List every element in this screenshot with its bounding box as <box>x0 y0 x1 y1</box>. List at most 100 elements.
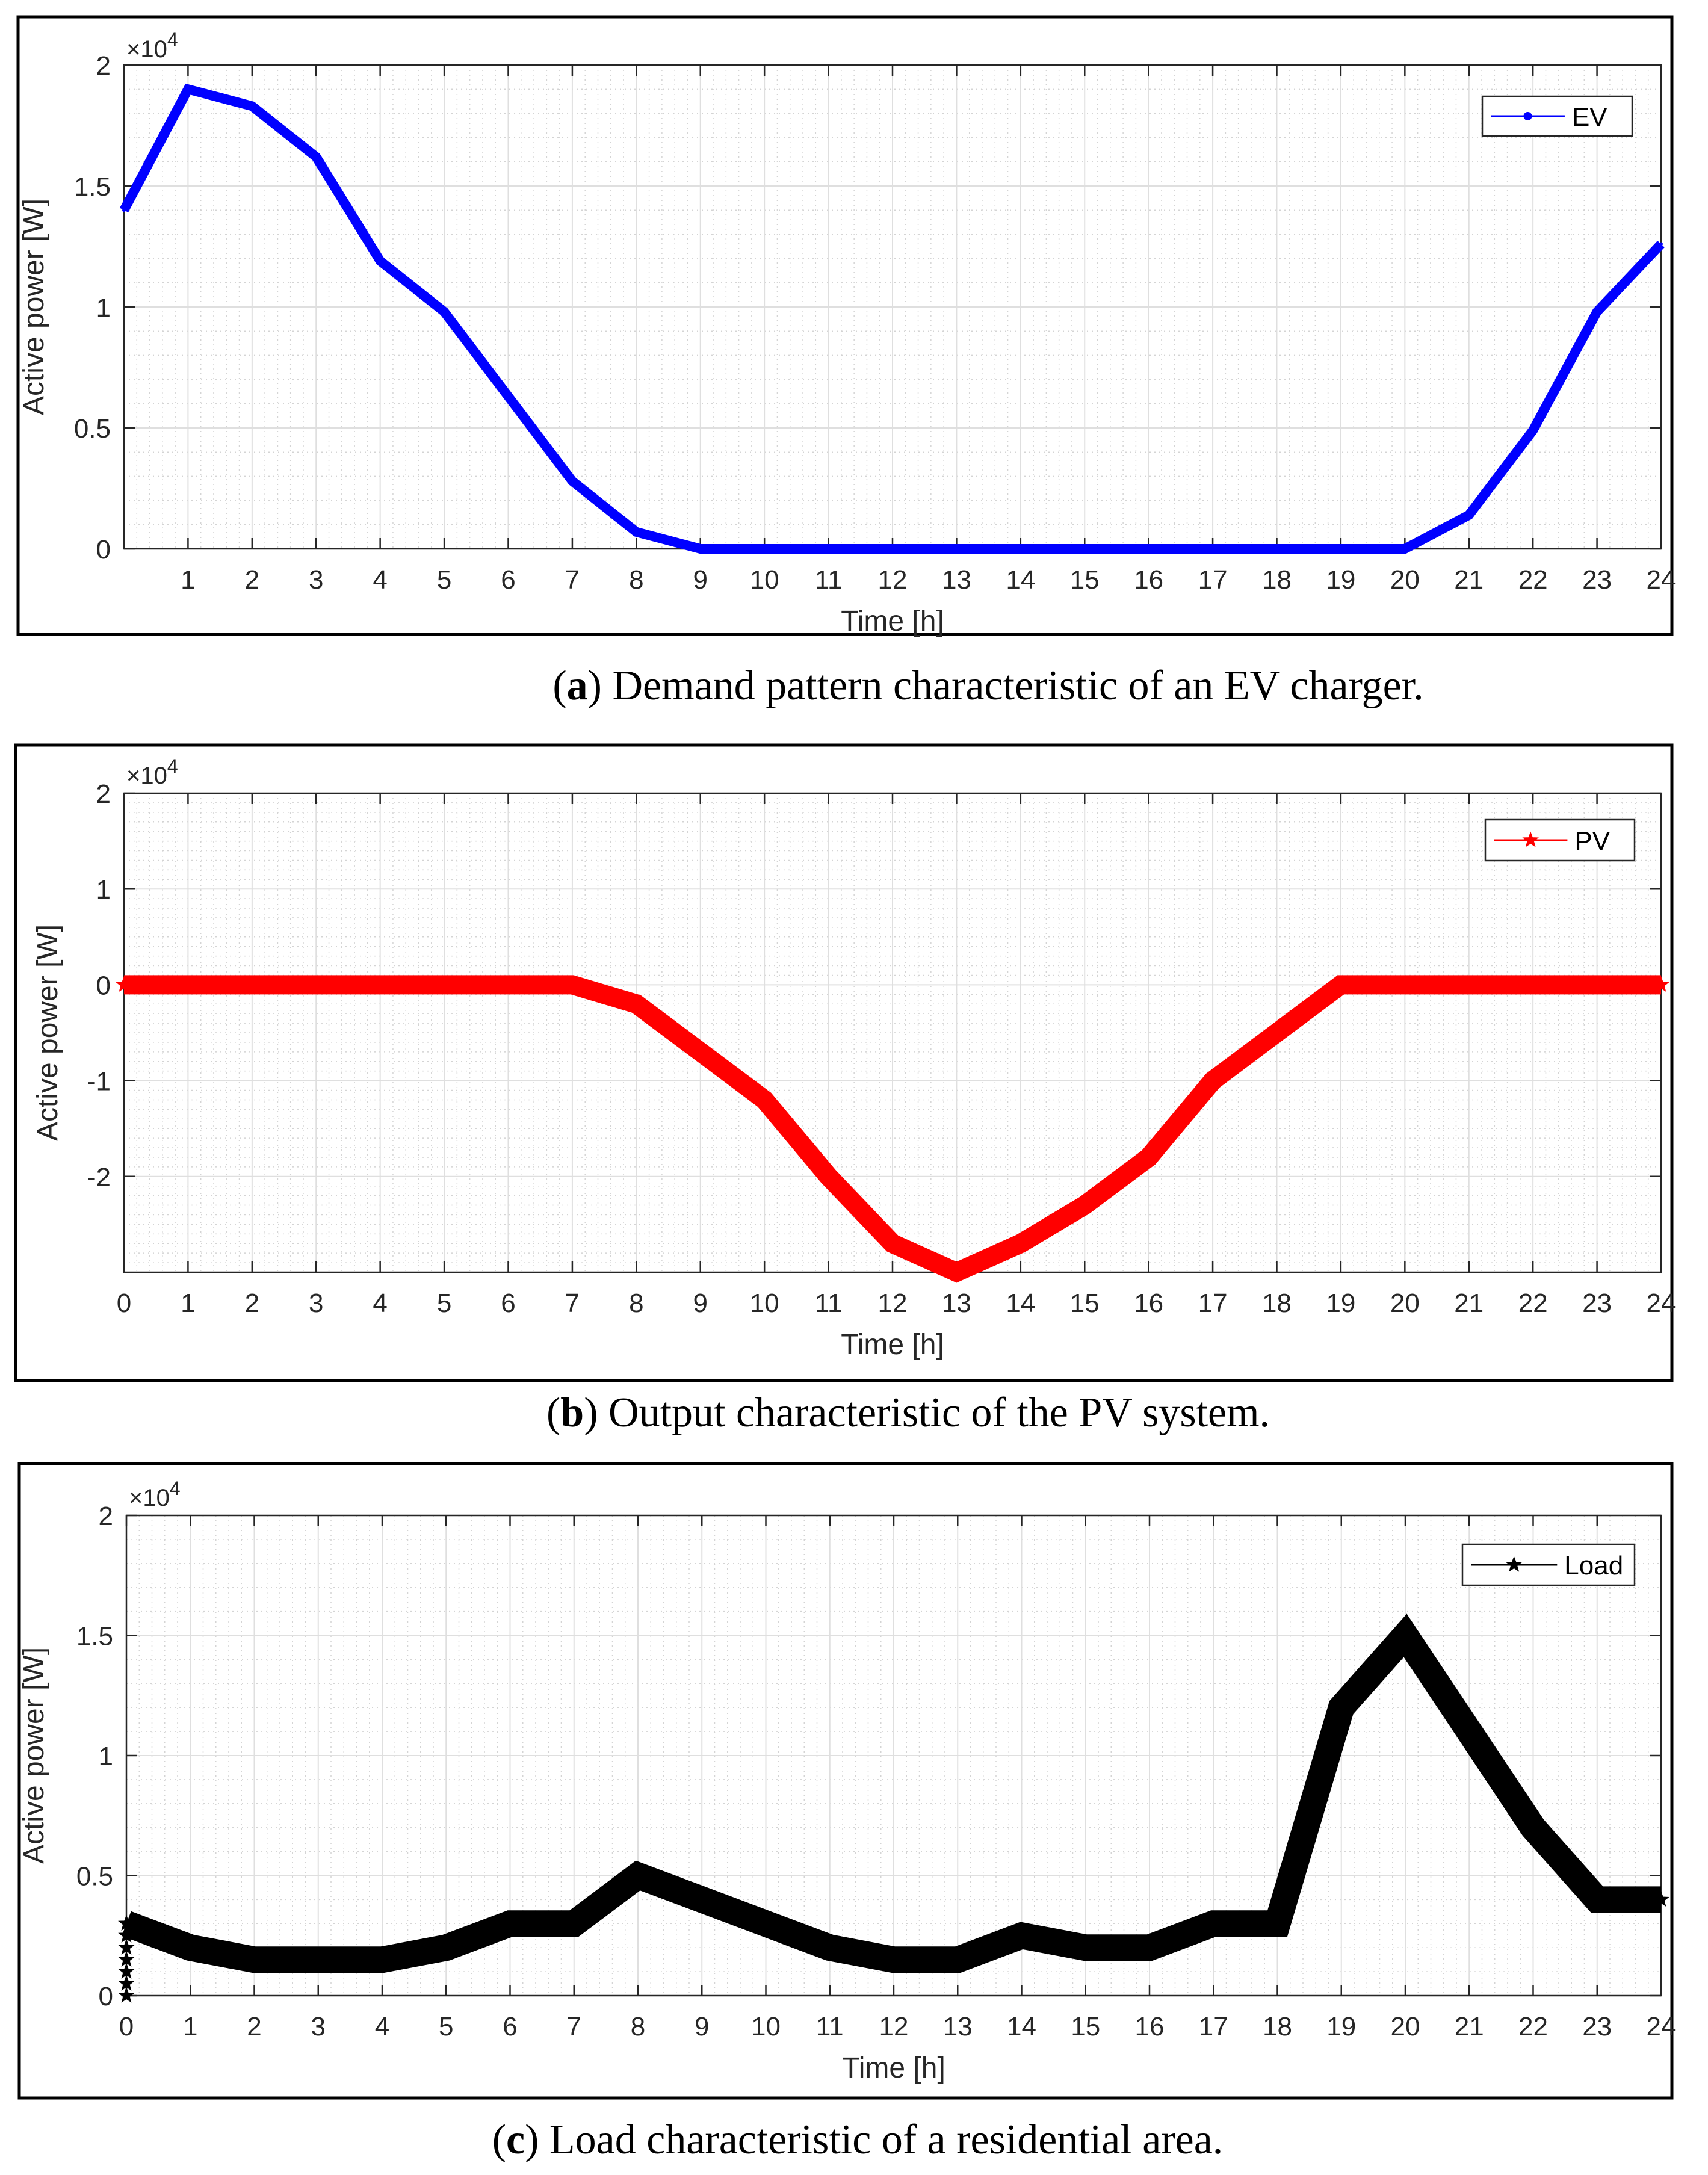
exponent-label: ×104 <box>126 755 178 789</box>
x-tick-label: 19 <box>1326 2012 1356 2041</box>
data-point <box>1013 1926 1030 1943</box>
x-tick-label: 11 <box>815 565 843 595</box>
data-point <box>182 1938 199 1955</box>
data-point <box>310 1951 327 1967</box>
legend: Load <box>1461 1543 1636 1586</box>
data-point <box>884 1234 901 1251</box>
data-point <box>1338 547 1343 551</box>
x-tick-label: 1 <box>181 1289 195 1318</box>
exponent-power: 4 <box>167 755 178 777</box>
x-tick-label: 6 <box>501 1289 515 1318</box>
caption-paren-open: ( <box>552 663 566 709</box>
data-point <box>756 1091 773 1107</box>
data-point <box>948 1263 965 1279</box>
data-point <box>436 976 453 992</box>
x-tick-label: 4 <box>373 1289 387 1318</box>
data-point <box>1204 1072 1221 1088</box>
data-point <box>442 310 447 314</box>
y-tick-label: 0.5 <box>76 1862 113 1892</box>
chart-panel-b: 0 1 2 3 4 5 6 7 8 9 10 11 12 13 14 15 16 17 18 19 20 21 22 23 24… <box>14 743 1676 1382</box>
x-tick-label: 15 <box>1070 1289 1100 1318</box>
data-point <box>1659 242 1663 246</box>
data-point <box>757 1914 775 1931</box>
data-point <box>692 1043 709 1059</box>
y-tick-label: 0 <box>96 535 111 565</box>
data-point <box>630 1867 646 1883</box>
data-point <box>378 259 382 263</box>
x-tick-label: 18 <box>1263 2012 1292 2041</box>
data-point <box>501 1914 519 1931</box>
x-tick-label: 13 <box>943 2012 973 2041</box>
data-point-start <box>118 1914 135 1931</box>
x-tick-label: 11 <box>815 1289 843 1318</box>
caption-paren-open: ( <box>546 1390 560 1436</box>
x-axis-label: Time [h] <box>841 605 944 637</box>
x-tick-label: 19 <box>1326 565 1355 595</box>
data-point <box>1018 547 1023 551</box>
exponent-base: ×10 <box>126 36 167 63</box>
data-point <box>1396 976 1414 992</box>
data-point <box>891 547 894 551</box>
y-tick-label: 1 <box>99 1742 113 1771</box>
x-tick-label: 15 <box>1070 565 1100 595</box>
data-point <box>698 547 702 551</box>
y-axis-label: Active power [W] <box>18 199 50 415</box>
x-tick-label: 9 <box>693 565 708 595</box>
caption-paren-close: ) <box>584 1390 608 1436</box>
data-point <box>246 1951 263 1967</box>
x-tick-label: 4 <box>375 2012 389 2041</box>
exponent-label: ×104 <box>129 1477 181 1511</box>
data-point <box>179 976 197 992</box>
data-point <box>1332 976 1349 992</box>
data-point <box>693 1890 710 1907</box>
x-tick-label: 21 <box>1455 2012 1484 2041</box>
x-tick-label: 24 <box>1647 2012 1676 2041</box>
data-point <box>506 394 510 398</box>
exponent-power: 4 <box>167 29 178 51</box>
legend-marker <box>1505 1556 1523 1572</box>
data-point <box>1211 547 1215 551</box>
data-point <box>949 1951 966 1967</box>
data-point <box>116 976 132 992</box>
data-point <box>314 155 318 159</box>
x-tick-label: 3 <box>311 2012 326 2041</box>
x-tick-label: 21 <box>1454 1289 1484 1318</box>
y-tick-label: 2 <box>96 779 111 809</box>
caption-letter: c <box>506 2117 525 2163</box>
data-point-start <box>118 1926 135 1943</box>
data-point-start <box>118 1963 135 1979</box>
ticks: 0 1 2 3 4 5 6 7 8 9 10 11 12 13 14 15 16 17 18 19 20 21 22 23 24… <box>87 779 1676 1318</box>
exponent-label: ×104 <box>126 29 178 63</box>
data-point <box>1397 1627 1414 1643</box>
data-point <box>250 104 254 108</box>
y-axis-label: Active power [W] <box>18 1647 50 1864</box>
x-tick-label: 8 <box>629 565 643 595</box>
x-tick-label: 18 <box>1262 565 1292 595</box>
x-tick-label: 12 <box>879 2012 909 2041</box>
x-tick-label: 1 <box>181 565 195 595</box>
x-tick-label: 12 <box>878 1289 908 1318</box>
x-tick-label: 22 <box>1518 565 1548 595</box>
data-point <box>1461 1722 1477 1739</box>
x-tick-label: 22 <box>1518 1289 1548 1318</box>
data-point <box>371 976 389 992</box>
caption-b: (b) Output characteristic of the PV syst… <box>546 1390 1270 1436</box>
x-tick-label: 15 <box>1071 2012 1100 2041</box>
x-tick-label: 16 <box>1134 565 1163 595</box>
x-tick-label: 13 <box>942 565 971 595</box>
caption-paren-open: ( <box>492 2117 506 2163</box>
x-tick-label: 14 <box>1006 565 1035 595</box>
y-tick-label: 1 <box>96 293 111 323</box>
caption-letter: b <box>560 1390 584 1436</box>
data-points <box>118 1627 1669 2003</box>
x-tick-label: 21 <box>1454 565 1484 595</box>
x-tick-label: 7 <box>565 1289 580 1318</box>
x-tick-label: 20 <box>1390 565 1420 595</box>
x-tick-label: 9 <box>693 1289 708 1318</box>
data-point <box>1589 1890 1606 1907</box>
x-tick-label: 14 <box>1007 2012 1036 2041</box>
data-point <box>1141 1938 1158 1955</box>
y-tick-label: 1 <box>96 875 111 905</box>
data-point <box>955 547 959 551</box>
x-tick-label: 23 <box>1582 2012 1612 2041</box>
